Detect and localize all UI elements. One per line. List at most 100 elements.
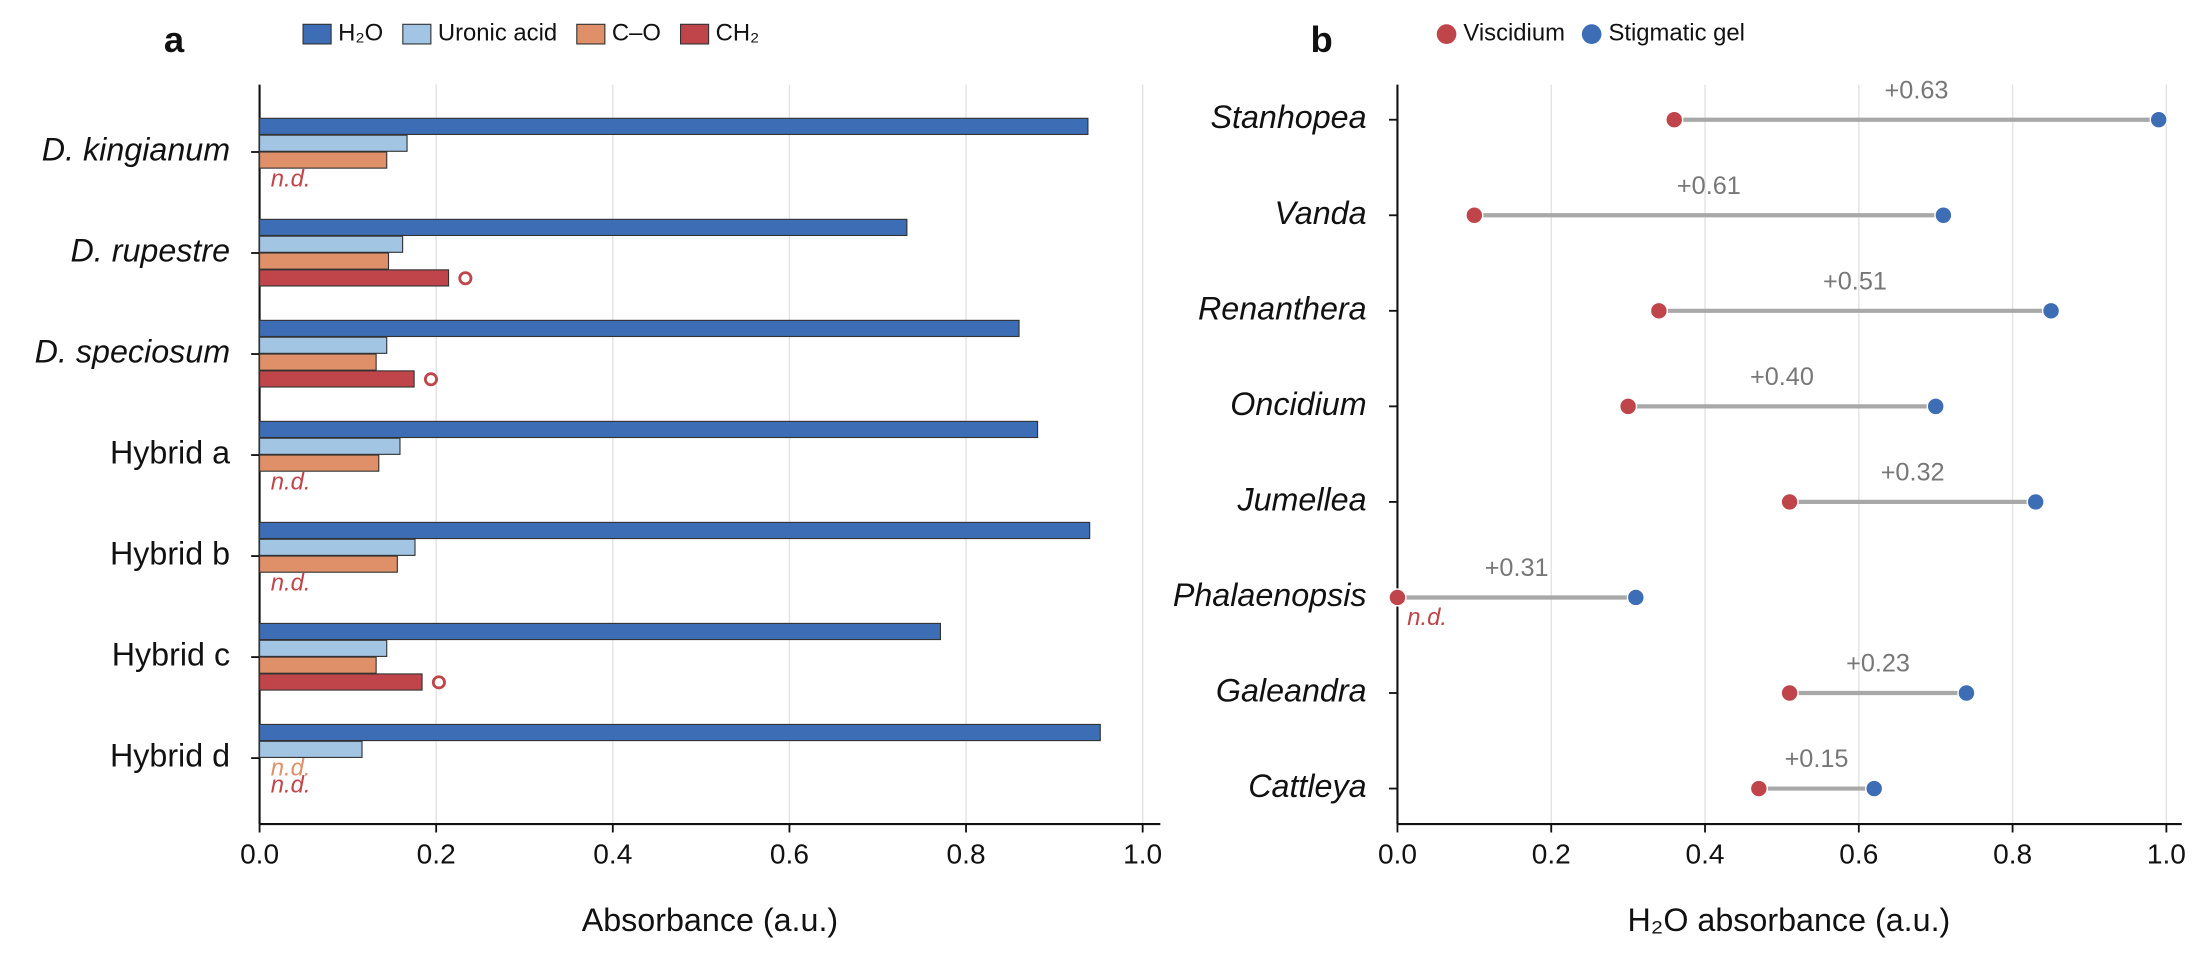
bar: [259, 454, 380, 472]
bar: [259, 370, 415, 388]
difference-label: +0.23: [1846, 650, 1910, 678]
legend-label: Viscidium: [1463, 19, 1565, 46]
point: [1865, 779, 1884, 798]
difference-label: +0.40: [1750, 363, 1814, 391]
x-tick-label: 0.4: [1686, 839, 1725, 870]
legend-swatch: [679, 23, 710, 45]
bar: [259, 319, 1020, 338]
marker: [431, 675, 446, 690]
nd-label: n.d.: [271, 569, 311, 596]
point: [1780, 492, 1799, 512]
bar: [259, 151, 388, 169]
bar: [259, 134, 408, 152]
legend-label: H₂O: [338, 19, 383, 46]
y-tick-label: Hybrid b: [110, 536, 230, 572]
bar: [259, 555, 398, 573]
x-tick-label: 0.0: [1378, 839, 1417, 870]
y-tick-label: Hybrid a: [110, 435, 230, 471]
legend-swatch: [576, 23, 606, 45]
point: [2026, 492, 2045, 512]
point: [1649, 301, 1669, 320]
point: [1465, 206, 1484, 225]
nd-label: n.d.: [271, 165, 311, 192]
difference-label: +0.32: [1881, 459, 1945, 487]
marker: [458, 271, 473, 286]
point: [2041, 301, 2061, 320]
y-tick-label: Cattleya: [1248, 768, 1366, 804]
point: [1934, 206, 1953, 225]
bar: [259, 252, 390, 270]
x-tick-label: 0.4: [593, 839, 632, 870]
difference-label: +0.31: [1485, 554, 1549, 582]
bar: [259, 723, 1101, 742]
legend-swatch: [1581, 24, 1602, 44]
y-tick-label: Jumellea: [1236, 481, 1366, 517]
nd-label: n.d.: [271, 755, 311, 782]
y-tick-label: Hybrid c: [112, 637, 230, 673]
bar: [259, 235, 404, 253]
legend-swatch: [1436, 24, 1457, 44]
point: [1780, 683, 1799, 703]
panel-label: b: [1311, 19, 1333, 60]
difference-label: +0.15: [1785, 745, 1849, 773]
y-tick-label: Phalaenopsis: [1173, 577, 1367, 613]
point: [1957, 683, 1976, 703]
nd-point: [1388, 588, 1407, 607]
legend-swatch: [302, 23, 332, 45]
bar: [259, 269, 450, 287]
x-tick-label: 1.0: [1123, 839, 1162, 870]
x-axis-label: Absorbance (a.u.): [582, 902, 838, 938]
bar: [259, 740, 363, 758]
bar: [259, 656, 377, 674]
y-tick-label: Galeandra: [1216, 673, 1367, 709]
y-tick-label: Renanthera: [1198, 290, 1367, 326]
bar: [259, 437, 401, 455]
difference-label: +0.61: [1677, 172, 1741, 200]
y-tick-label: Hybrid d: [110, 738, 230, 774]
bar: [259, 538, 416, 556]
bar: [259, 521, 1091, 540]
nd-label: n.d.: [271, 771, 311, 798]
point: [1665, 110, 1684, 129]
x-tick-label: 0.2: [417, 839, 456, 870]
bar: [259, 353, 377, 371]
point: [1926, 397, 1945, 416]
legend-label: Stigmatic gel: [1608, 19, 1744, 46]
bar: [259, 420, 1039, 439]
x-tick-label: 0.8: [947, 839, 986, 870]
bar: [259, 622, 942, 641]
point: [1749, 779, 1768, 798]
bar: [259, 218, 908, 237]
legend-label: CH₂: [716, 19, 760, 46]
point: [2149, 110, 2168, 129]
y-tick-label: Stanhopea: [1210, 99, 1366, 135]
difference-label: +0.63: [1885, 76, 1949, 104]
x-tick-label: 1.0: [2147, 839, 2186, 870]
nd-label: n.d.: [271, 468, 311, 495]
x-tick-label: 0.6: [770, 839, 809, 870]
bar: [259, 639, 388, 657]
x-tick-label: 0.8: [1993, 839, 2032, 870]
nd-label: n.d.: [1407, 604, 1447, 631]
point: [1619, 397, 1638, 416]
y-tick-label: Vanda: [1274, 195, 1366, 231]
legend-label: C–O: [612, 19, 661, 46]
y-tick-label: D. speciosum: [35, 334, 230, 370]
bar: [259, 673, 423, 691]
legend-swatch: [402, 23, 432, 45]
marker: [423, 372, 438, 387]
y-tick-label: Oncidium: [1230, 386, 1366, 422]
y-tick-label: D. kingianum: [42, 132, 230, 168]
legend-label: Uronic acid: [438, 19, 557, 46]
x-axis-label: H₂O absorbance (a.u.): [1628, 902, 1951, 938]
bar: [259, 336, 388, 354]
bar: [259, 117, 1089, 136]
x-tick-label: 0.2: [1532, 839, 1571, 870]
difference-label: +0.51: [1823, 267, 1887, 295]
x-tick-label: 0.6: [1839, 839, 1878, 870]
point: [1626, 588, 1645, 607]
x-tick-label: 0.0: [240, 839, 279, 870]
panel-label: a: [164, 19, 185, 60]
